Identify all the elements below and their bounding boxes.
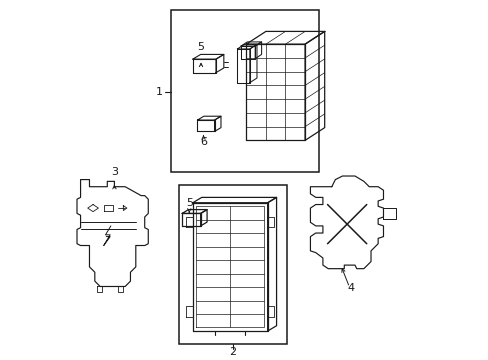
Text: 5: 5 — [185, 198, 192, 208]
Bar — [178, 185, 286, 343]
Bar — [171, 10, 319, 172]
Text: 1: 1 — [156, 87, 163, 97]
Text: 6: 6 — [200, 137, 206, 147]
Text: 5: 5 — [197, 42, 204, 52]
Text: 2: 2 — [229, 347, 236, 357]
Text: 4: 4 — [347, 283, 354, 293]
Text: 3: 3 — [111, 167, 118, 177]
